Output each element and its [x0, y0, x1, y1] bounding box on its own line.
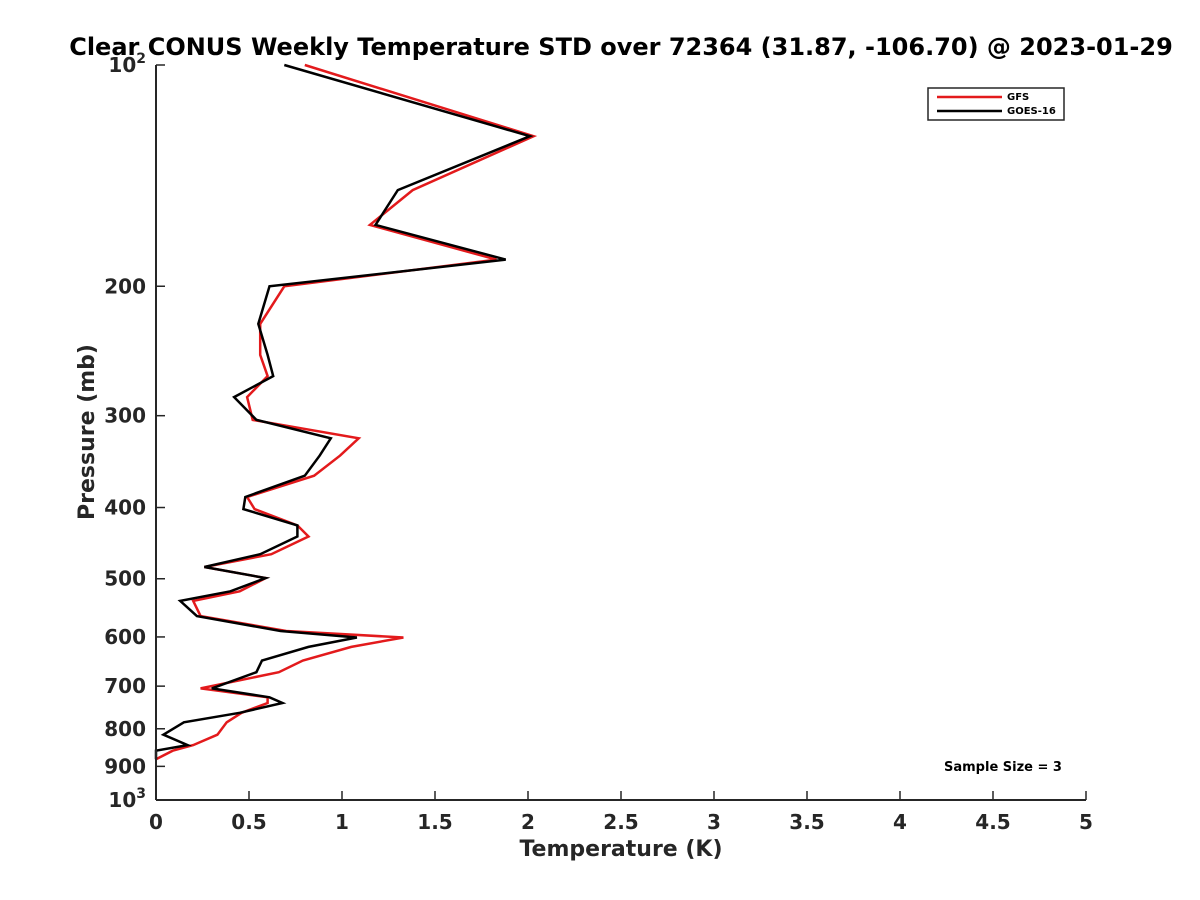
legend-box — [927, 87, 1065, 121]
y-tick-label: 900 — [104, 754, 146, 778]
y-tick-label: 300 — [104, 404, 146, 428]
y-axis-ticks: 102 200 300 400 500 600 700 800 900 103 — [104, 51, 165, 812]
x-tick-label: 0.5 — [231, 810, 266, 834]
series-line-gfs — [155, 63, 538, 761]
x-tick-label: 0 — [149, 810, 163, 834]
sample-size-annotation: Sample Size = 3 — [944, 760, 1062, 775]
x-tick-label: 4.5 — [975, 810, 1010, 834]
y-tick-label: 102 — [108, 51, 146, 77]
x-tick-label: 5 — [1079, 810, 1093, 834]
y-tick-label: 700 — [104, 674, 146, 698]
x-tick-label: 2 — [521, 810, 535, 834]
x-axis-label: Temperature (K) — [519, 837, 722, 862]
plot-area — [154, 63, 538, 761]
series-line-goes16 — [154, 63, 534, 760]
legend-label-gfs: GFS — [1007, 92, 1029, 103]
legend: GFS GOES-16 — [927, 87, 1065, 121]
x-tick-label: 1 — [335, 810, 349, 834]
x-tick-label: 3.5 — [789, 810, 824, 834]
x-tick-label: 3 — [707, 810, 721, 834]
x-tick-label: 1.5 — [417, 810, 452, 834]
x-axis-ticks: 0 0.5 1 1.5 2 2.5 3 3.5 4 4.5 5 — [149, 791, 1093, 834]
y-tick-label: 400 — [104, 496, 146, 520]
y-tick-label: 103 — [108, 786, 146, 812]
y-axis-label: Pressure (mb) — [75, 344, 100, 520]
y-tick-label: 800 — [104, 717, 146, 741]
y-tick-label: 200 — [104, 274, 146, 298]
x-tick-label: 4 — [893, 810, 907, 834]
y-tick-label: 500 — [104, 567, 146, 591]
x-tick-label: 2.5 — [603, 810, 638, 834]
y-tick-label: 600 — [104, 625, 146, 649]
legend-label-goes16: GOES-16 — [1007, 106, 1056, 117]
chart-title: Clear CONUS Weekly Temperature STD over … — [69, 33, 1173, 61]
